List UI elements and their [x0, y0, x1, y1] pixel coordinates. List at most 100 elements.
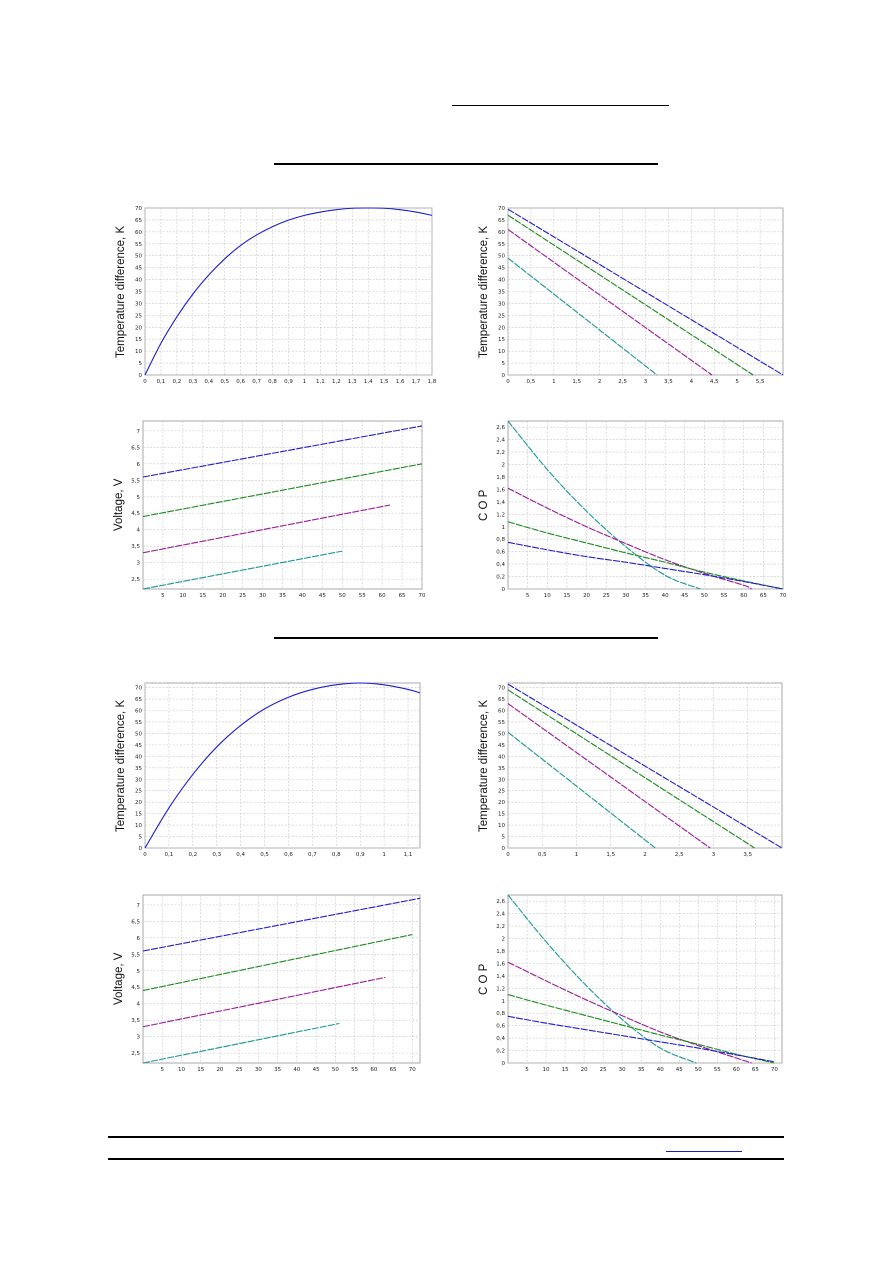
x-tick-label: 0,4 — [236, 852, 245, 858]
y-tick-label: 35 — [498, 766, 505, 772]
series-line-blue — [507, 1015, 775, 1063]
y-tick-label: 50 — [498, 731, 505, 737]
y-tick-label: 1,6 — [496, 961, 505, 967]
x-tick-label: 25 — [236, 1067, 243, 1073]
y-tick-label: 5 — [137, 495, 141, 501]
plot-area — [507, 420, 784, 590]
x-tick-label: 65 — [399, 593, 406, 599]
x-tick-label: 1,1 — [404, 852, 413, 858]
series-line-teal — [142, 550, 343, 590]
x-tick-label: 3 — [644, 379, 648, 385]
x-tick-label: 5 — [526, 593, 530, 599]
y-tick-label: 25 — [135, 789, 142, 795]
x-tick-label: 30 — [622, 593, 629, 599]
x-tick-label: 60 — [379, 593, 386, 599]
x-tick-label: 1,7 — [412, 379, 421, 385]
y-tick-label: 1 — [502, 525, 506, 531]
series-line-green — [507, 521, 784, 590]
y-tick-label: 2,4 — [496, 438, 505, 444]
footer-rule-bottom — [108, 1158, 784, 1160]
y-tick-label: 65 — [135, 697, 142, 703]
y-tick-label: 5 — [139, 361, 143, 367]
y-tick-label: 70 — [498, 206, 505, 212]
y-tick-label: 30 — [498, 777, 505, 783]
y-tick-label: 2 — [502, 937, 506, 943]
header-underline-rule — [452, 105, 669, 106]
y-tick-label: 55 — [498, 720, 505, 726]
x-tick-label: 1,3 — [348, 379, 357, 385]
x-tick-label: 20 — [216, 1067, 223, 1073]
y-tick-label: 5,5 — [131, 478, 140, 484]
x-tick-label: 45 — [676, 1067, 683, 1073]
x-tick-label: 1,8 — [428, 379, 437, 385]
series-line-teal — [142, 1022, 340, 1064]
y-tick-label: 6,5 — [131, 445, 140, 451]
x-tick-label: 20 — [581, 1067, 588, 1073]
x-tick-label: 10 — [544, 593, 551, 599]
y-tick-label: 15 — [498, 337, 505, 343]
x-tick-label: 0,7 — [252, 379, 261, 385]
x-tick-label: 50 — [339, 593, 346, 599]
y-tick-label: 3,5 — [131, 544, 140, 550]
series-line-blue — [507, 208, 784, 376]
y-tick-label: 35 — [498, 290, 505, 296]
plot-area — [507, 894, 783, 1064]
footer-rule-top — [108, 1136, 784, 1138]
series-line-purple — [142, 504, 391, 554]
series-line-green — [507, 994, 775, 1064]
x-tick-label: 60 — [370, 1067, 377, 1073]
section-2-title-rule — [274, 637, 658, 639]
y-tick-label: 30 — [498, 301, 505, 307]
x-tick-label: 60 — [733, 1067, 740, 1073]
y-axis-label: Temperature difference, K — [478, 699, 490, 832]
plot-area — [507, 207, 784, 376]
x-tick-label: 0,5 — [260, 852, 269, 858]
x-tick-label: 1 — [575, 852, 579, 858]
x-tick-label: 35 — [279, 593, 286, 599]
y-tick-label: 35 — [135, 290, 142, 296]
x-tick-label: 3,5 — [664, 379, 673, 385]
x-tick-label: 15 — [197, 1067, 204, 1073]
x-tick-label: 0,3 — [188, 379, 197, 385]
x-tick-label: 30 — [255, 1067, 262, 1073]
x-tick-label: 0 — [506, 379, 510, 385]
plot-area — [144, 682, 421, 849]
y-tick-label: 15 — [135, 337, 142, 343]
x-tick-label: 0,6 — [284, 852, 293, 858]
y-tick-label: 15 — [498, 812, 505, 818]
x-tick-label: 40 — [293, 1067, 300, 1073]
x-tick-label: 0,2 — [188, 852, 197, 858]
x-tick-label: 40 — [299, 593, 306, 599]
y-tick-label: 3 — [137, 561, 141, 567]
y-tick-label: 2,5 — [131, 1051, 140, 1057]
y-tick-label: 2 — [502, 463, 506, 469]
series-line-blue — [142, 897, 421, 952]
x-tick-label: 0,7 — [308, 852, 317, 858]
y-tick-label: 60 — [135, 230, 142, 236]
x-tick-label: 55 — [359, 593, 366, 599]
x-tick-label: 0,4 — [204, 379, 213, 385]
x-tick-label: 25 — [239, 593, 246, 599]
x-tick-label: 65 — [760, 593, 767, 599]
y-tick-label: 2,5 — [131, 577, 140, 583]
series-line-purple — [507, 961, 752, 1064]
x-tick-label: 50 — [701, 593, 708, 599]
x-tick-label: 1,5 — [572, 379, 581, 385]
series-line-green — [507, 689, 755, 849]
y-tick-label: 25 — [498, 789, 505, 795]
y-tick-label: 4 — [137, 528, 141, 534]
y-tick-label: 1,8 — [496, 949, 505, 955]
series-line-purple — [507, 703, 711, 849]
x-tick-label: 20 — [219, 593, 226, 599]
series-line-purple — [507, 487, 752, 590]
x-tick-label: 55 — [721, 593, 728, 599]
y-tick-label: 2,4 — [496, 912, 505, 918]
